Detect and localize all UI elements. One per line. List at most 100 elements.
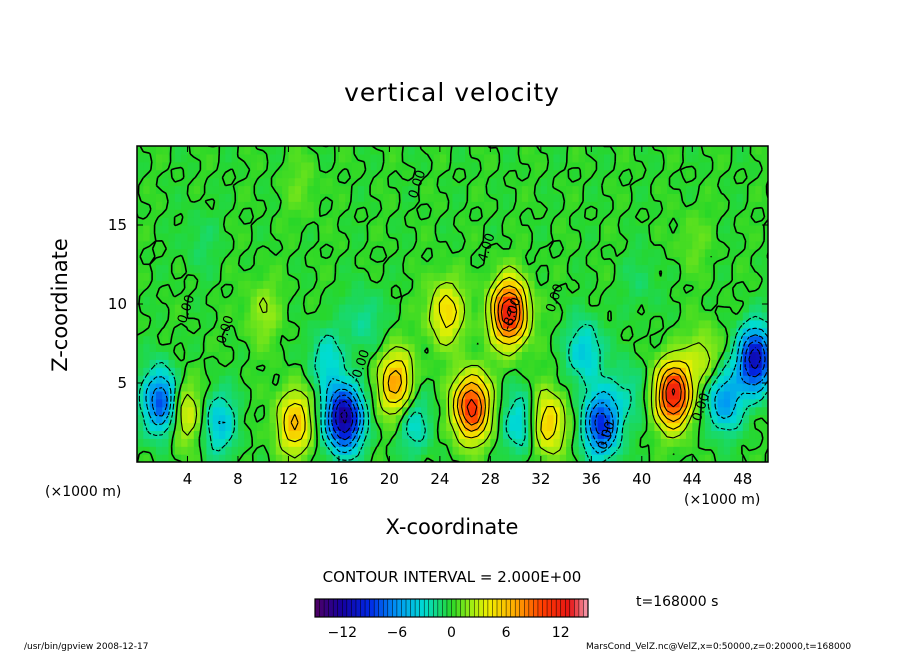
field-cell xyxy=(319,398,327,408)
field-cell xyxy=(540,177,548,187)
field-cell xyxy=(490,367,498,376)
field-cell xyxy=(692,264,700,273)
field-cell xyxy=(427,390,435,400)
field-cell xyxy=(288,414,296,424)
field-cell xyxy=(521,177,529,187)
field-cell xyxy=(389,414,397,424)
field-cell xyxy=(357,343,365,352)
field-cell xyxy=(446,288,454,297)
field-cell xyxy=(237,185,245,194)
field-cell xyxy=(250,422,258,431)
field-cell xyxy=(629,390,637,400)
field-cell xyxy=(547,169,555,179)
field-cell xyxy=(414,304,422,313)
field-cell xyxy=(698,454,706,462)
field-cell xyxy=(559,288,567,297)
field-cell xyxy=(206,351,214,360)
field-cell xyxy=(730,390,738,400)
field-cell xyxy=(200,422,208,431)
field-cell xyxy=(383,375,390,384)
field-cell xyxy=(704,280,712,289)
field-cell xyxy=(610,296,618,305)
field-cell xyxy=(736,288,744,297)
field-cell xyxy=(566,177,573,187)
field-cell xyxy=(162,430,170,439)
field-cell xyxy=(395,438,403,447)
field-cell xyxy=(420,319,428,329)
field-cell xyxy=(256,153,264,163)
field-cell xyxy=(187,288,195,297)
field-cell xyxy=(603,343,611,352)
field-cell xyxy=(263,383,271,392)
field-cell xyxy=(749,280,756,289)
field-cell xyxy=(616,422,624,431)
field-cell xyxy=(553,311,561,321)
field-cell xyxy=(673,319,681,329)
field-cell xyxy=(509,359,517,368)
field-cell xyxy=(547,280,555,289)
field-cell xyxy=(711,343,719,352)
field-cell xyxy=(566,304,573,313)
field-cell xyxy=(648,430,656,439)
field-cell xyxy=(648,146,656,155)
field-cell xyxy=(326,169,334,179)
field-cell xyxy=(307,351,315,360)
field-cell xyxy=(162,296,170,305)
field-cell xyxy=(376,264,384,273)
field-cell xyxy=(717,430,725,439)
field-cell xyxy=(263,185,271,194)
field-cell xyxy=(231,280,239,289)
field-cell xyxy=(307,406,315,416)
field-cell xyxy=(578,153,586,163)
field-cell xyxy=(484,311,491,321)
field-cell xyxy=(711,240,719,250)
field-cell xyxy=(490,454,498,462)
field-cell xyxy=(540,153,548,163)
field-cell xyxy=(263,438,271,447)
field-cell xyxy=(288,438,296,447)
field-cell xyxy=(515,351,523,360)
field-cell xyxy=(692,217,700,226)
field-cell xyxy=(534,327,542,337)
colorbar-segment xyxy=(583,599,589,617)
field-cell xyxy=(585,193,592,202)
field-cell xyxy=(616,169,624,179)
field-cell xyxy=(187,248,195,258)
field-cell xyxy=(622,351,630,360)
field-cell xyxy=(622,304,630,313)
field-cell xyxy=(629,280,637,289)
field-cell xyxy=(711,225,719,234)
field-cell xyxy=(433,209,441,218)
field-cell xyxy=(528,327,536,337)
field-cell xyxy=(502,422,510,431)
field-cell xyxy=(452,390,460,400)
field-cell xyxy=(692,438,700,447)
field-cell xyxy=(439,414,447,424)
field-cell xyxy=(660,225,668,234)
field-cell xyxy=(402,280,409,289)
field-cell xyxy=(250,272,258,281)
field-cell xyxy=(742,367,750,376)
field-cell xyxy=(319,335,327,345)
field-cell xyxy=(465,359,473,368)
field-cell xyxy=(389,430,397,439)
field-cell xyxy=(509,311,517,321)
field-cell xyxy=(256,169,264,179)
field-cell xyxy=(685,335,693,345)
field-cell xyxy=(578,272,586,281)
field-cell xyxy=(376,375,384,384)
field-cell xyxy=(357,327,365,337)
field-cell xyxy=(414,161,422,171)
field-cell xyxy=(616,146,624,155)
field-cell xyxy=(351,398,359,408)
field-cell xyxy=(490,177,498,187)
field-cell xyxy=(635,177,643,187)
field-cell xyxy=(332,351,340,360)
field-cell xyxy=(502,161,510,171)
colorbar-segment xyxy=(419,599,425,617)
field-cell xyxy=(137,280,144,289)
field-cell xyxy=(673,414,681,424)
field-cell xyxy=(345,177,353,187)
field-cell xyxy=(231,398,239,408)
field-cell xyxy=(515,319,523,329)
